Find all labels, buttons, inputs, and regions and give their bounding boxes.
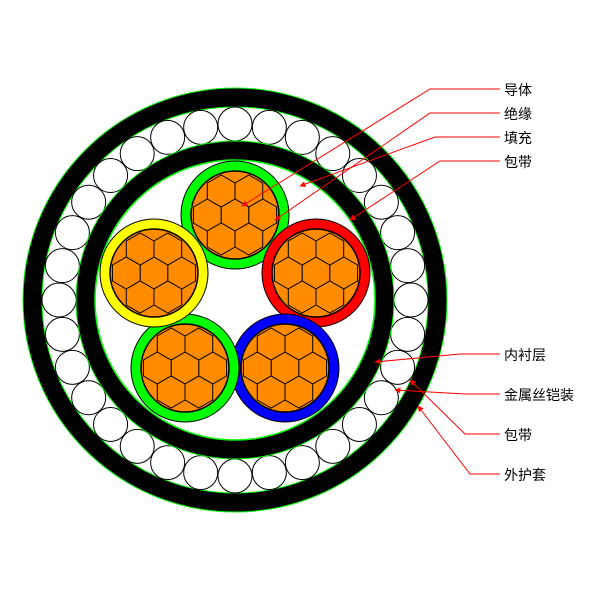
callout-label: 内衬层 [504,345,546,365]
callout-label: 导体 [504,80,532,100]
callout-label: 包带 [504,152,532,172]
callout-label: 金属丝铠装 [504,385,574,405]
callout-label: 包带 [504,425,532,445]
callout-label: 外护套 [504,465,546,485]
callout-label: 绝缘 [504,104,532,124]
callout-label: 填充 [504,128,532,148]
